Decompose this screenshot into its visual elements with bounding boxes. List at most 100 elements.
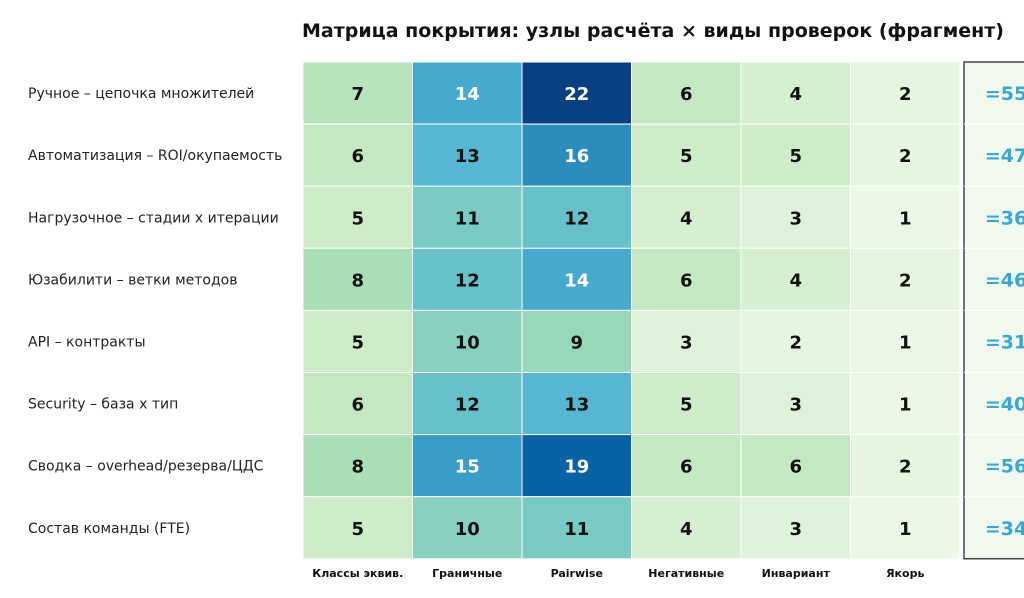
cell-value-label: 2 xyxy=(789,332,802,353)
cell-value-label: 14 xyxy=(455,84,480,105)
cell-value-label: 13 xyxy=(564,395,589,416)
row-label: Ручное – цепочка множителей xyxy=(28,86,254,102)
heatmap-cell xyxy=(740,372,851,436)
cell-value-label: 8 xyxy=(351,457,364,478)
heatmap-cell xyxy=(302,309,413,373)
row-label: API – контракты xyxy=(28,334,146,350)
cell-value-label: 5 xyxy=(680,146,693,167)
cell-value-label: 3 xyxy=(680,332,693,353)
cell-value-label: 2 xyxy=(899,270,912,291)
column-label: Негативные xyxy=(648,567,724,580)
cell-value-label: 8 xyxy=(351,270,364,291)
heatmap-cell xyxy=(850,123,961,187)
heatmap-cell xyxy=(302,185,413,249)
row-total-label: =56 xyxy=(985,456,1024,478)
row-label: Сводка – overhead/резерва/ЦДС xyxy=(28,459,264,475)
heatmap-cell xyxy=(302,123,413,187)
heatmap-cell xyxy=(740,61,851,125)
heatmap-cell xyxy=(521,309,632,373)
heatmap-cells: 7 14 22 6 4 26 13 16 5 5 25 11 12 4 3 18 12 14 6 4 25 10 9 3 2 16… xyxy=(302,61,961,560)
heatmap-cell xyxy=(740,434,851,498)
heatmap-cell xyxy=(302,434,413,498)
row-total-label: =36 xyxy=(985,207,1024,229)
heatmap-cell xyxy=(302,247,413,311)
cell-value-label: 1 xyxy=(899,395,912,416)
cell-value-label: 6 xyxy=(680,457,693,478)
cell-value-label: 11 xyxy=(455,208,480,229)
heatmap-cell xyxy=(740,309,851,373)
cell-value-label: 12 xyxy=(564,208,589,229)
cell-value-label: 6 xyxy=(680,84,693,105)
row-label: Состав команды (FTE) xyxy=(28,521,190,537)
cell-value-label: 12 xyxy=(455,395,480,416)
cell-value-label: 6 xyxy=(680,270,693,291)
cell-value-label: 3 xyxy=(789,519,802,540)
cell-value-label: 9 xyxy=(570,332,583,353)
cell-value-label: 5 xyxy=(680,395,693,416)
row-label: Security – база x тип xyxy=(28,397,178,413)
heatmap-cell xyxy=(412,372,523,436)
heatmap-cell xyxy=(521,372,632,436)
cell-value-label: 7 xyxy=(351,84,364,105)
heatmap-cell xyxy=(412,496,523,560)
heatmap-cell xyxy=(850,185,961,249)
row-total-label: =47 xyxy=(985,145,1024,167)
heatmap-cell xyxy=(521,434,632,498)
heatmap-cell xyxy=(412,434,523,498)
cell-value-label: 2 xyxy=(899,84,912,105)
cell-value-label: 22 xyxy=(564,84,589,105)
cell-value-label: 11 xyxy=(564,519,589,540)
heatmap-cell xyxy=(302,372,413,436)
column-label: Якорь xyxy=(886,567,924,580)
heatmap-cell xyxy=(302,496,413,560)
cell-value-label: 2 xyxy=(899,146,912,167)
row-totals: =55 =47 =36 =46 =31 =40 =56 =34 xyxy=(963,61,1024,560)
heatmap-cell xyxy=(631,496,742,560)
column-labels: Классы эквив. Граничные Pairwise Негативные… xyxy=(312,567,924,580)
cell-value-label: 4 xyxy=(680,208,693,229)
cell-value-label: 4 xyxy=(680,519,693,540)
cell-value-label: 5 xyxy=(351,519,364,540)
chart-title: Матрица покрытия: узлы расчёта × виды пр… xyxy=(302,20,1004,42)
row-total-label: =31 xyxy=(985,331,1024,353)
row-label: Юзабилити – ветки методов xyxy=(28,272,238,288)
cell-value-label: 12 xyxy=(455,270,480,291)
heatmap-cell xyxy=(521,123,632,187)
row-total-label: =34 xyxy=(985,518,1024,540)
column-label: Граничные xyxy=(432,567,502,580)
column-label: Pairwise xyxy=(551,567,603,580)
cell-value-label: 1 xyxy=(899,208,912,229)
cell-value-label: 14 xyxy=(564,270,589,291)
cell-value-label: 4 xyxy=(789,84,802,105)
row-labels: Ручное – цепочка множителей Автоматизация… xyxy=(28,86,282,537)
cell-value-label: 2 xyxy=(899,457,912,478)
cell-value-label: 5 xyxy=(351,208,364,229)
heatmap-cell xyxy=(631,247,742,311)
cell-value-label: 1 xyxy=(899,519,912,540)
heatmap-cell xyxy=(740,123,851,187)
cell-value-label: 4 xyxy=(789,270,802,291)
heatmap-cell xyxy=(850,496,961,560)
cell-value-label: 16 xyxy=(564,146,589,167)
heatmap-cell xyxy=(412,123,523,187)
cell-value-label: 13 xyxy=(455,146,480,167)
heatmap-cell xyxy=(850,372,961,436)
cell-value-label: 10 xyxy=(455,332,480,353)
row-total-label: =46 xyxy=(985,269,1024,291)
column-label: Инвариант xyxy=(762,567,831,580)
heatmap-cell xyxy=(412,185,523,249)
cell-value-label: 1 xyxy=(899,332,912,353)
cell-value-label: 15 xyxy=(455,457,480,478)
cell-value-label: 10 xyxy=(455,519,480,540)
heatmap-cell xyxy=(850,61,961,125)
cell-value-label: 6 xyxy=(351,146,364,167)
cell-value-label: 3 xyxy=(789,395,802,416)
cell-value-label: 6 xyxy=(789,457,802,478)
heatmap-cell xyxy=(740,496,851,560)
cell-value-label: 5 xyxy=(789,146,802,167)
heatmap-cell xyxy=(631,372,742,436)
heatmap-cell xyxy=(850,247,961,311)
heatmap-cell xyxy=(521,185,632,249)
heatmap-cell xyxy=(631,309,742,373)
cell-value-label: 5 xyxy=(351,332,364,353)
